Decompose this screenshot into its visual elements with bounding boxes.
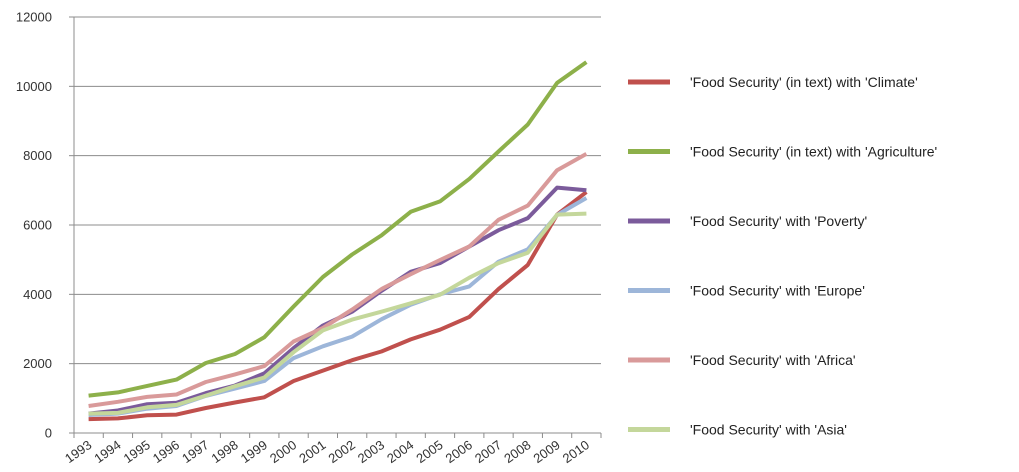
- x-tick-label: 1996: [150, 437, 182, 466]
- x-tick-label: 2002: [326, 437, 358, 466]
- x-tick-label: 2000: [267, 437, 299, 466]
- x-tick-label: 1993: [62, 437, 94, 466]
- x-tick-label: 1998: [208, 437, 240, 466]
- x-tick-label: 1995: [121, 437, 153, 466]
- y-tick-label: 12000: [16, 10, 52, 25]
- x-tick-label: 1997: [179, 437, 211, 466]
- series-line-5: [88, 152, 588, 408]
- series-lines: [88, 60, 588, 422]
- legend-label: 'Food Security' with 'Europe': [690, 283, 865, 299]
- legend-label: 'Food Security' with 'Asia': [690, 422, 847, 438]
- x-tick-label: 2004: [384, 437, 416, 466]
- legend-label: 'Food Security' with 'Poverty': [690, 213, 867, 229]
- legend: 'Food Security' (in text) with 'Climate'…: [628, 74, 937, 438]
- x-tick-label: 2010: [560, 437, 592, 466]
- x-tick-label: 1994: [91, 437, 123, 466]
- y-tick-label: 8000: [23, 148, 52, 163]
- x-tick-label: 2005: [413, 437, 445, 466]
- gridlines: [74, 16, 601, 365]
- series-line-6: [88, 211, 587, 416]
- x-tick-label: 2009: [531, 437, 563, 466]
- y-tick-label: 0: [45, 426, 52, 441]
- x-tick-label: 2008: [501, 437, 533, 466]
- legend-label: 'Food Security' with 'Africa': [690, 352, 856, 368]
- legend-label: 'Food Security' (in text) with 'Agricult…: [690, 144, 937, 160]
- y-tick-label: 6000: [23, 218, 52, 233]
- x-tick-label: 2001: [296, 437, 328, 466]
- x-tick-label: 2006: [443, 437, 475, 466]
- series-line-1: [88, 190, 588, 422]
- x-tick-label: 2003: [355, 437, 387, 466]
- y-tick-label: 4000: [23, 287, 52, 302]
- series-line-2: [88, 60, 588, 398]
- legend-label: 'Food Security' (in text) with 'Climate': [690, 74, 918, 90]
- y-tick-label: 10000: [16, 79, 52, 94]
- series-line-3: [88, 185, 587, 416]
- x-tick-label: 2007: [472, 437, 504, 466]
- x-axis: 1993199419951996199719981999200020012002…: [62, 432, 602, 466]
- y-tick-label: 2000: [23, 356, 52, 371]
- x-tick-label: 1999: [238, 437, 270, 466]
- y-axis: 0 2000 4000 6000 8000 10000 12000: [16, 10, 75, 441]
